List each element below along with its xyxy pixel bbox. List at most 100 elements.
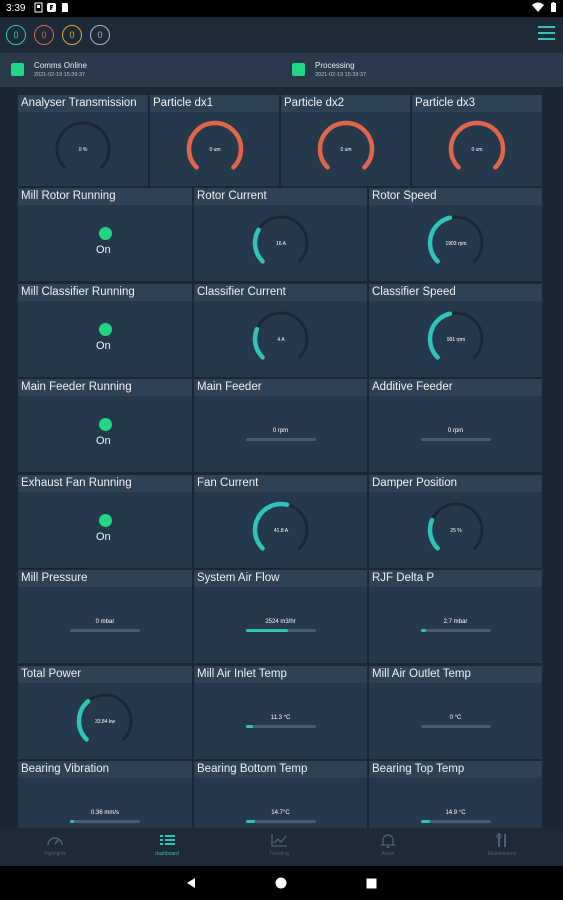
tile-title: Particle dx1: [153, 97, 214, 109]
gauge-track: [253, 215, 308, 263]
dashboard-tile[interactable]: Rotor Current 16 A: [194, 188, 367, 281]
recents-icon[interactable]: [366, 878, 377, 889]
tile-title: Main Feeder: [197, 381, 262, 393]
running-indicator: [98, 227, 112, 240]
dashboard-tile[interactable]: Main Feeder 0 rpm: [194, 379, 367, 472]
dashboard-tile[interactable]: Mill Classifier Running On: [18, 283, 192, 377]
gauge-value: 0 um: [471, 147, 482, 153]
gauge-fill: [76, 698, 91, 742]
tile-title: Rotor Speed: [372, 190, 437, 202]
gauge: 25 %: [427, 502, 483, 551]
nav-label: Maintenance: [487, 851, 517, 857]
gauge: 16 A: [252, 215, 308, 264]
bar-track: [420, 724, 491, 728]
dashboard-tile[interactable]: RJF Delta P 2.7 mbar: [369, 570, 542, 663]
dashboard-tile[interactable]: Particle dx3 0 um: [412, 95, 542, 186]
running-state: On: [96, 435, 111, 447]
gauge-value: 4 A: [277, 337, 285, 343]
nav-trending[interactable]: Trending: [249, 832, 309, 857]
processing-status-indicator: [292, 63, 305, 76]
nav-alarm[interactable]: Alarm: [358, 832, 418, 857]
tile-header: [194, 665, 367, 683]
tile-title: Bearing Bottom Temp: [197, 763, 308, 775]
dashboard-tile[interactable]: Analyser Transmission 0 %: [18, 95, 148, 186]
dashboard-tile[interactable]: Mill Air Outlet Temp 0 °C: [369, 665, 542, 759]
list-icon: [160, 835, 175, 845]
gauge-icon: [47, 837, 63, 846]
clock: 3:39: [6, 3, 26, 14]
tile-title: Mill Air Outlet Temp: [372, 667, 471, 680]
tile-title: System Air Flow: [197, 572, 280, 584]
tile-header: [369, 379, 542, 396]
gauge-fill: [427, 517, 440, 551]
dashboard-tile[interactable]: Mill Pressure 0 mbar: [18, 570, 192, 663]
gauge-fill: [317, 120, 374, 170]
tile-title: Fan Current: [197, 476, 259, 489]
dashboard-tile[interactable]: Total Power 33.84 kw: [18, 665, 192, 759]
nav-dashboard[interactable]: dashboard: [137, 832, 197, 857]
tools-icon: [496, 833, 506, 847]
dashboard-tile[interactable]: Particle dx2 0 um: [281, 95, 410, 186]
dashboard-tile[interactable]: Rotor Speed 1903 rpm: [369, 188, 542, 281]
gauge-value: 25 %: [450, 528, 462, 534]
tile-title: Mill Classifier Running: [21, 285, 135, 298]
bar-value: 14.9 °C: [445, 810, 466, 816]
gauge-value: 1903 rpm: [445, 241, 466, 247]
nav-maintenance[interactable]: Maintenance: [472, 832, 532, 857]
tile-header: [281, 95, 410, 112]
gauge-track: [253, 311, 308, 359]
tile-title: Particle dx2: [284, 97, 345, 109]
dashboard-tile[interactable]: Fan Current 41.8 A: [194, 474, 367, 568]
counter-badge[interactable]: 0: [34, 25, 54, 45]
menu-icon[interactable]: [538, 26, 555, 42]
status-row: Comms Online 2021-02-19 15:39:37 Process…: [0, 53, 563, 87]
bar-fill: [420, 629, 427, 632]
bar-fill: [245, 724, 253, 728]
dashboard-tile[interactable]: Additive Feeder 0 rpm: [369, 379, 542, 472]
tile-header: [369, 283, 542, 301]
gauge: 33.84 kw: [76, 693, 133, 742]
dashboard-tile[interactable]: Damper Position 25 %: [369, 474, 542, 568]
bar-track: [245, 724, 316, 728]
counter-badge[interactable]: 0: [62, 25, 82, 45]
dashboard-tile[interactable]: Classifier Speed 991 rpm: [369, 283, 542, 377]
gauge: 0 %: [55, 121, 111, 169]
gauge-fill: [252, 326, 265, 360]
gauge-fill: [252, 501, 289, 551]
dashboard-tile[interactable]: Classifier Current 4 A: [194, 283, 367, 377]
tile-title: Exhaust Fan Running: [21, 476, 132, 489]
bar-track: [70, 629, 140, 632]
running-indicator: [98, 322, 112, 336]
gauge-value: 0 um: [340, 147, 351, 153]
counter-badge[interactable]: 0: [6, 25, 26, 45]
home-icon[interactable]: [275, 877, 287, 889]
running-state: On: [96, 339, 111, 352]
gauge-track: [55, 121, 111, 169]
gauge-track: [428, 502, 483, 550]
dashboard-tile[interactable]: Exhaust Fan Running On: [18, 474, 192, 568]
tile-header: [18, 95, 148, 112]
tile-header: [18, 283, 192, 301]
nav-label: Alarm: [381, 851, 395, 857]
tile-title: Classifier Current: [197, 285, 286, 298]
dashboard-tile[interactable]: Particle dx1 0 um: [150, 95, 279, 186]
gauge: 0 um: [317, 120, 374, 170]
dashboard-tile[interactable]: System Air Flow 2524 m3/hr: [194, 570, 367, 663]
bar-value: 2.7 mbar: [443, 619, 468, 625]
gauge-fill: [427, 215, 452, 264]
status-title: Comms Online: [34, 61, 87, 70]
counter-badge[interactable]: 0: [90, 25, 110, 45]
bar-fill: [70, 820, 74, 823]
dashboard-tile[interactable]: Main Feeder Running On: [18, 379, 192, 472]
tile-title: Mill Pressure: [21, 572, 88, 584]
tile-title: Classifier Speed: [372, 285, 456, 298]
dashboard-tile[interactable]: Mill Air Inlet Temp 11.3 °C: [194, 665, 367, 759]
tile-header: [194, 379, 367, 396]
comms-status: Comms Online 2021-02-19 15:39:37: [11, 61, 87, 79]
back-icon[interactable]: [185, 877, 197, 889]
dashboard-tile[interactable]: Mill Rotor Running On: [18, 188, 192, 281]
gauge: 1903 rpm: [427, 215, 483, 264]
tile-title: RJF Delta P: [372, 572, 434, 584]
nav-highlights[interactable]: Highlights: [25, 832, 85, 857]
